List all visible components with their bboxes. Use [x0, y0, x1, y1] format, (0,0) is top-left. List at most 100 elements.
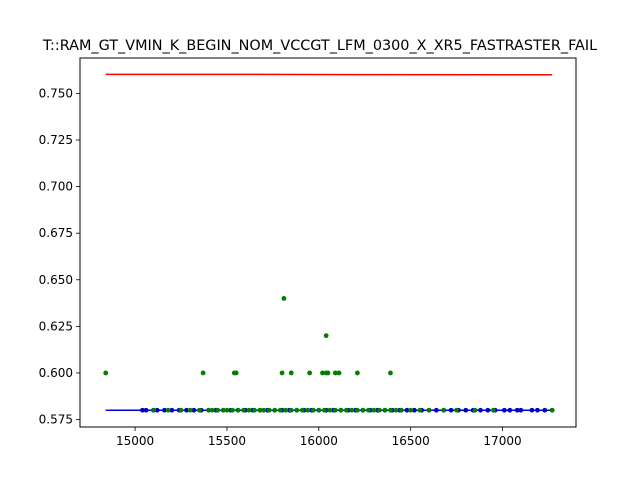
data-point [277, 407, 283, 413]
data-point [143, 407, 149, 413]
data-point [283, 407, 289, 413]
data-point [490, 407, 496, 413]
data-point [441, 407, 447, 413]
data-point [200, 370, 206, 376]
data-point [472, 407, 478, 413]
data-point [187, 407, 193, 413]
data-point [209, 407, 215, 413]
data-point [169, 407, 175, 413]
data-point [224, 407, 230, 413]
data-point [316, 407, 322, 413]
data-point [529, 407, 535, 413]
data-point [266, 407, 272, 413]
data-point [399, 407, 404, 413]
data-point [165, 407, 171, 413]
data-point [404, 407, 410, 413]
data-point [272, 407, 278, 413]
data-point [246, 407, 252, 413]
x-tick-label: 16000 [300, 434, 338, 448]
data-point [393, 407, 399, 413]
data-point [332, 370, 338, 376]
x-tick-label: 15000 [116, 434, 154, 448]
data-point [307, 370, 313, 376]
data-point [426, 407, 432, 413]
data-point [321, 407, 327, 413]
y-tick-label: 0.600 [39, 366, 73, 380]
data-point [184, 407, 189, 413]
data-point [288, 370, 294, 376]
data-point [382, 407, 388, 413]
data-point [417, 407, 423, 413]
data-point [215, 407, 221, 413]
data-point [354, 370, 360, 376]
data-point [388, 370, 393, 376]
chart-title: T::RAM_GT_VMIN_K_BEGIN_NOM_VCCGT_LFM_030… [42, 38, 597, 54]
data-point [338, 407, 344, 413]
data-point [241, 407, 246, 413]
data-point [281, 296, 287, 301]
data-point [140, 407, 145, 413]
data-point [433, 407, 439, 413]
data-point [230, 407, 235, 413]
data-point [408, 407, 414, 413]
x-axis: 15000 15500 16000 16500 17000 [116, 427, 522, 448]
data-point [252, 407, 257, 413]
data-point [360, 407, 366, 413]
y-tick-label: 0.750 [39, 86, 73, 100]
y-tick-label: 0.725 [39, 133, 73, 147]
data-point [288, 407, 294, 413]
data-point [261, 407, 267, 413]
data-point [103, 370, 109, 376]
data-point [151, 407, 156, 413]
data-point [463, 407, 469, 413]
y-tick-label: 0.675 [39, 226, 73, 240]
data-point [336, 370, 342, 376]
x-tick-label: 15500 [208, 434, 246, 448]
data-point [343, 407, 349, 413]
data-point [388, 407, 393, 413]
data-point [233, 370, 239, 376]
data-point [220, 407, 226, 413]
data-point [354, 407, 360, 413]
y-axis: 0.575 0.600 0.625 0.650 0.675 0.700 0.725 0.750 [39, 86, 80, 427]
data-point [535, 407, 540, 413]
data-point [518, 407, 524, 413]
data-point [206, 407, 211, 413]
data-point [332, 407, 338, 413]
data-point [514, 407, 520, 413]
data-point [349, 407, 355, 413]
y-tick-label: 0.650 [39, 273, 73, 287]
data-point [305, 407, 311, 413]
x-tick-label: 17000 [483, 434, 521, 448]
data-point [154, 407, 160, 413]
data-point [325, 370, 331, 376]
data-point [323, 333, 329, 339]
data-point [294, 407, 300, 413]
y-tick-label: 0.575 [39, 413, 73, 427]
data-point [371, 407, 377, 413]
data-point [485, 407, 491, 413]
axes-frame [79, 57, 577, 428]
y-tick-label: 0.625 [39, 319, 73, 333]
data-point [310, 407, 316, 413]
data-point [162, 407, 167, 413]
data-point [478, 407, 483, 413]
data-point [411, 407, 417, 413]
data-point [448, 407, 454, 413]
data-point [279, 370, 285, 376]
y-tick-label: 0.700 [39, 180, 73, 194]
data-point [377, 407, 382, 413]
plot-area [103, 73, 555, 413]
x-tick-label: 16500 [392, 434, 430, 448]
data-point [191, 407, 197, 413]
data-point [501, 407, 507, 413]
data-point [507, 407, 513, 413]
data-point [235, 407, 241, 413]
data-point [542, 407, 548, 413]
data-point [257, 407, 263, 413]
data-point [366, 407, 371, 413]
data-point [327, 407, 333, 413]
data-point [299, 407, 305, 413]
data-point [320, 370, 325, 376]
